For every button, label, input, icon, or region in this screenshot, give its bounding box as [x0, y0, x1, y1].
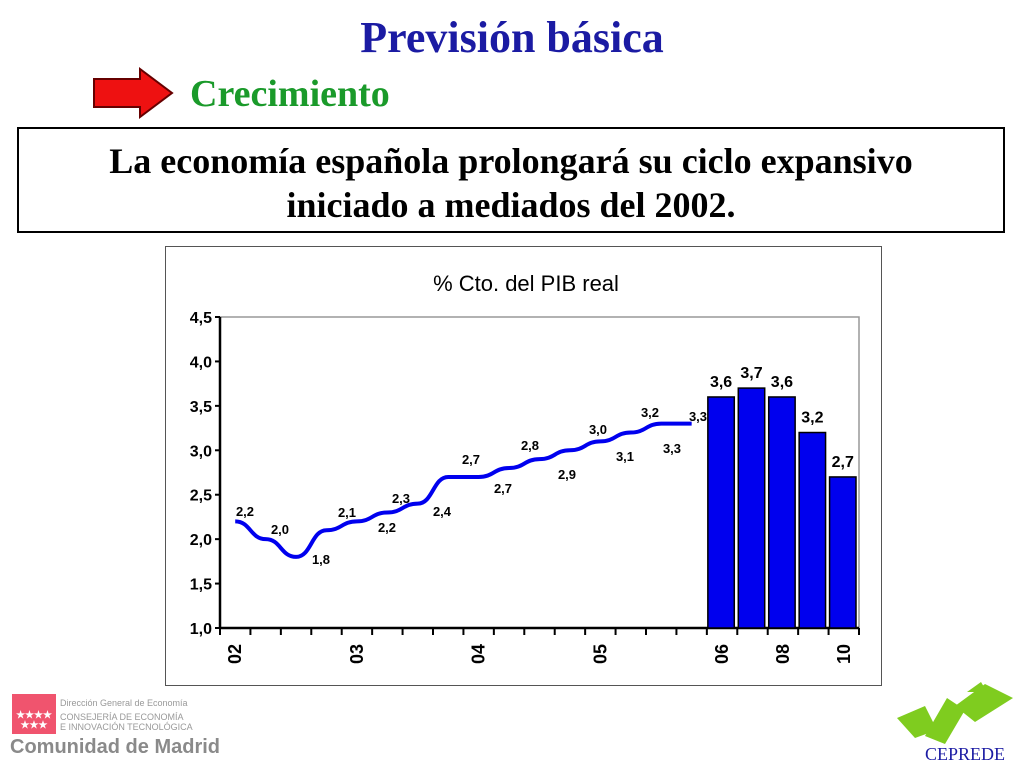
bar-10: [828, 476, 857, 629]
gdp-growth-chart: % Cto. del PIB real 1,0 1,5 2,0 2,5 3,0 3,5 4,0…: [190, 271, 860, 664]
y-tick-label: 4,0: [190, 354, 212, 371]
line-data-label: 2,3: [392, 491, 410, 506]
line-data-label: 2,0: [271, 522, 289, 537]
message-box: La economía española prolongará su ciclo…: [17, 127, 1005, 233]
x-tick-label: 04: [469, 644, 489, 664]
line-data-label: 2,7: [462, 452, 480, 467]
y-tick-label: 3,5: [190, 399, 212, 416]
bar-data-label: 3,7: [740, 365, 762, 382]
x-tick-label: 08: [773, 644, 793, 664]
svg-text:★★★★: ★★★★: [16, 710, 52, 721]
plot-border: [220, 316, 860, 628]
line-data-label: 2,9: [558, 467, 576, 482]
x-tick-label: 02: [225, 644, 245, 664]
gdp-line-series: [234, 421, 692, 559]
chart-frame: % Cto. del PIB real 1,0 1,5 2,0 2,5 3,0 3,5 4,0…: [165, 246, 882, 686]
right-arrow-icon: [93, 67, 174, 119]
svg-text:CEPREDE: CEPREDE: [925, 744, 1005, 764]
line-data-label: 3,2: [641, 405, 659, 420]
line-data-label: 3,0: [589, 422, 607, 437]
x-tick-label: 10: [834, 644, 854, 664]
y-tick-label: 1,0: [190, 621, 212, 638]
x-tick-label: 03: [347, 644, 367, 664]
y-tick-label: 3,0: [190, 443, 212, 460]
line-data-label: 2,2: [378, 520, 396, 535]
svg-text:E INNOVACIÓN TECNOLÓGICA: E INNOVACIÓN TECNOLÓGICA: [60, 722, 193, 732]
bar-07: [737, 387, 766, 629]
y-tick-label: 1,5: [190, 577, 212, 594]
bar-06: [707, 396, 736, 629]
message-line-1: La economía española prolongará su ciclo…: [109, 141, 913, 181]
x-tick-label: 05: [590, 644, 610, 664]
bar-08: [767, 396, 796, 629]
bar-09: [798, 431, 827, 629]
line-data-label: 3,3: [663, 441, 681, 456]
ceprede-logo: CEPREDE: [897, 682, 1013, 764]
y-tick-label: 2,5: [190, 488, 212, 505]
line-data-label: 2,1: [338, 505, 356, 520]
line-data-label: 2,4: [433, 504, 452, 519]
page-title: Previsión básica: [360, 13, 664, 62]
x-tick-label: 06: [712, 644, 732, 664]
svg-text:CONSEJERÍA DE ECONOMÍA: CONSEJERÍA DE ECONOMÍA: [60, 712, 184, 722]
message-line-2: iniciado a mediados del 2002.: [286, 185, 736, 225]
y-tick-label: 2,0: [190, 532, 212, 549]
svg-text:Comunidad de Madrid: Comunidad de Madrid: [10, 736, 220, 758]
section-subtitle: Crecimiento: [190, 73, 390, 115]
svg-text:Dirección General de Economía: Dirección General de Economía: [60, 698, 188, 708]
comunidad-madrid-logo: ★★★★ ★★★ Dirección General de Economía C…: [10, 694, 220, 758]
bar-data-label: 3,6: [771, 374, 793, 391]
line-data-label: 3,1: [616, 449, 634, 464]
chart-title: % Cto. del PIB real: [433, 271, 619, 296]
line-data-label: 2,8: [521, 438, 539, 453]
bar-data-label: 3,6: [710, 374, 732, 391]
line-data-label: 2,2: [236, 504, 254, 519]
line-data-label: 2,7: [494, 481, 512, 496]
y-tick-label: 4,5: [190, 310, 212, 327]
line-data-label: 1,8: [312, 552, 330, 567]
svg-text:★★★: ★★★: [21, 720, 48, 731]
line-data-label: 3,3: [689, 409, 707, 424]
bar-data-label: 3,2: [801, 410, 823, 427]
bar-data-label: 2,7: [832, 454, 854, 471]
